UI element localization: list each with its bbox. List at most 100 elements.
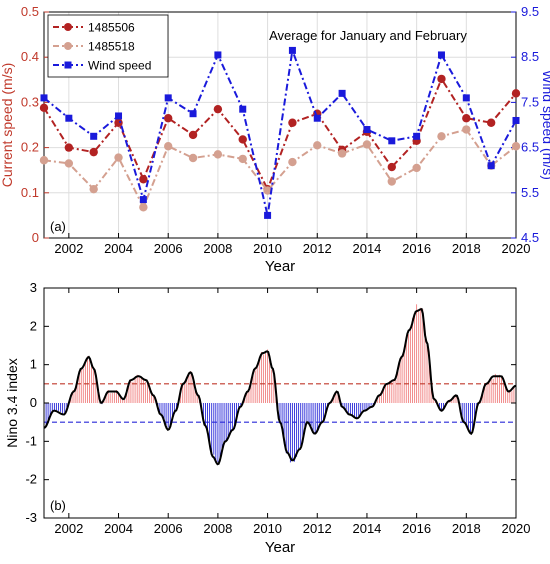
- data-point-1485518: [213, 150, 223, 159]
- y-left-tick-label: 0.2: [21, 140, 39, 155]
- data-point-wind: [214, 51, 222, 59]
- smoothed-index-line: [43, 307, 517, 466]
- data-point-1485506: [188, 130, 198, 140]
- data-point-wind: [288, 46, 296, 54]
- y-axis-title-b: Nino 3.4 index: [4, 358, 20, 448]
- data-point-wind: [512, 116, 520, 124]
- y-right-tick-label: 6.5: [521, 140, 539, 155]
- y-left-tick-label: 0.5: [21, 4, 39, 19]
- y-right-tick-label: 5.5: [521, 185, 539, 200]
- x-tick-label-a: 2008: [203, 241, 232, 256]
- legend-label: 1485518: [88, 40, 135, 54]
- data-point-1485518: [313, 141, 322, 150]
- legend-label: Wind speed: [88, 59, 151, 73]
- x-tick-label-b: 2018: [452, 521, 481, 536]
- data-point-1485518: [387, 177, 396, 186]
- data-point-1485506: [114, 118, 123, 127]
- data-point-1485518: [437, 132, 446, 141]
- data-point-1485506: [387, 162, 396, 172]
- data-point-1485518: [337, 149, 347, 158]
- data-point-wind: [338, 89, 346, 97]
- x-tick-label-b: 2004: [104, 521, 133, 536]
- data-point-1485506: [39, 103, 49, 113]
- panel-label-b: (b): [50, 498, 66, 513]
- x-tick-label-b: 2012: [303, 521, 332, 536]
- data-point-1485518: [188, 153, 198, 163]
- data-point-1485518: [263, 186, 272, 195]
- data-point-1485506: [486, 118, 496, 127]
- data-point-wind: [164, 94, 172, 102]
- x-tick-label-a: 2004: [104, 241, 133, 256]
- x-tick-label-b: 2014: [352, 521, 381, 536]
- y-left-tick-label: 0.4: [21, 49, 39, 64]
- x-tick-label-a: 2002: [54, 241, 83, 256]
- x-tick-label-a: 2006: [154, 241, 183, 256]
- data-point-wind: [264, 211, 272, 219]
- data-point-1485518: [164, 142, 173, 151]
- data-point-wind: [313, 114, 321, 122]
- legend: 1485506 1485518 Wind speed: [47, 14, 169, 78]
- y-tick-label-b: 3: [30, 280, 37, 295]
- x-axis-title-a: Year: [265, 258, 295, 275]
- data-point-1485506: [437, 74, 446, 84]
- data-point-1485518: [89, 184, 98, 194]
- data-point-1485518: [288, 157, 297, 167]
- legend-label: 1485506: [88, 21, 135, 35]
- data-point-1485506: [462, 114, 471, 123]
- x-tick-label-b: 2010: [253, 521, 282, 536]
- data-point-1485506: [89, 147, 98, 157]
- data-point-wind: [413, 132, 421, 140]
- x-tick-label-b: 2020: [502, 521, 531, 536]
- data-point-1485518: [412, 163, 421, 173]
- data-point-1485518: [39, 156, 49, 165]
- data-point-wind: [90, 132, 98, 140]
- y-right-tick-label: 7.5: [521, 94, 539, 109]
- y-right-tick-label: 8.5: [521, 49, 539, 64]
- x-tick-label-b: 2008: [203, 521, 232, 536]
- x-tick-label-a: 2018: [452, 241, 481, 256]
- legend-marker: [64, 23, 72, 31]
- x-axis-title-b: Year: [265, 539, 295, 556]
- data-point-wind: [239, 105, 247, 113]
- y-tick-label-b: -3: [25, 510, 37, 525]
- data-point-1485506: [288, 118, 297, 127]
- y-left-tick-label: 0: [32, 230, 39, 245]
- y-tick-label-b: 0: [30, 395, 37, 410]
- x-tick-label-a: 2010: [253, 241, 282, 256]
- plot-frame-a: [43, 11, 517, 239]
- y-left-tick-label: 0.1: [21, 185, 39, 200]
- data-point-1485506: [164, 114, 173, 123]
- data-point-wind: [139, 196, 147, 204]
- panel-label-a: (a): [50, 219, 66, 234]
- x-tick-label-b: 2016: [402, 521, 431, 536]
- data-point-wind: [189, 110, 197, 118]
- data-point-1485506: [238, 135, 247, 144]
- data-point-wind: [462, 94, 470, 102]
- data-point-1485518: [362, 140, 372, 149]
- x-tick-label-b: 2002: [54, 521, 83, 536]
- series-line-1485518: [43, 128, 517, 210]
- data-point-wind: [40, 94, 48, 102]
- x-tick-label-a: 2012: [303, 241, 332, 256]
- data-point-1485518: [139, 203, 148, 212]
- x-tick-label-a: 2014: [352, 241, 381, 256]
- panel-b: 2002 2004 2006 2008 2010 2012 2014 2016 2018 2020…: [4, 280, 530, 556]
- x-tick-label-b: 2006: [154, 521, 183, 536]
- data-point-1485518: [64, 159, 74, 168]
- panel-a: 2002 2004 2006 2008 2010 2012 2014 2016 2018 2020…: [0, 4, 550, 275]
- data-point-1485518: [114, 153, 123, 162]
- chart-title: Average for January and February: [269, 28, 467, 43]
- data-point-1485506: [511, 89, 521, 98]
- data-point-1485506: [213, 104, 223, 114]
- data-point-1485518: [462, 125, 471, 134]
- y-right-tick-label: 9.5: [521, 4, 539, 19]
- y-left-tick-label: 0.3: [21, 94, 39, 109]
- x-tick-label-a: 2020: [502, 241, 531, 256]
- y-tick-label-b: -1: [25, 433, 37, 448]
- data-point-wind: [65, 114, 73, 122]
- data-point-1485506: [139, 175, 148, 184]
- legend-marker: [64, 42, 72, 50]
- series-line-wind-speed: [43, 50, 517, 216]
- y-right-axis-title: Wind speed (m/s): [540, 70, 550, 180]
